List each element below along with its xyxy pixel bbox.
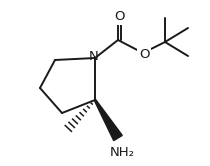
Text: O: O bbox=[139, 47, 149, 60]
Text: N: N bbox=[89, 49, 99, 63]
Polygon shape bbox=[94, 100, 122, 141]
Text: O: O bbox=[114, 9, 124, 23]
Text: NH₂: NH₂ bbox=[109, 146, 134, 159]
